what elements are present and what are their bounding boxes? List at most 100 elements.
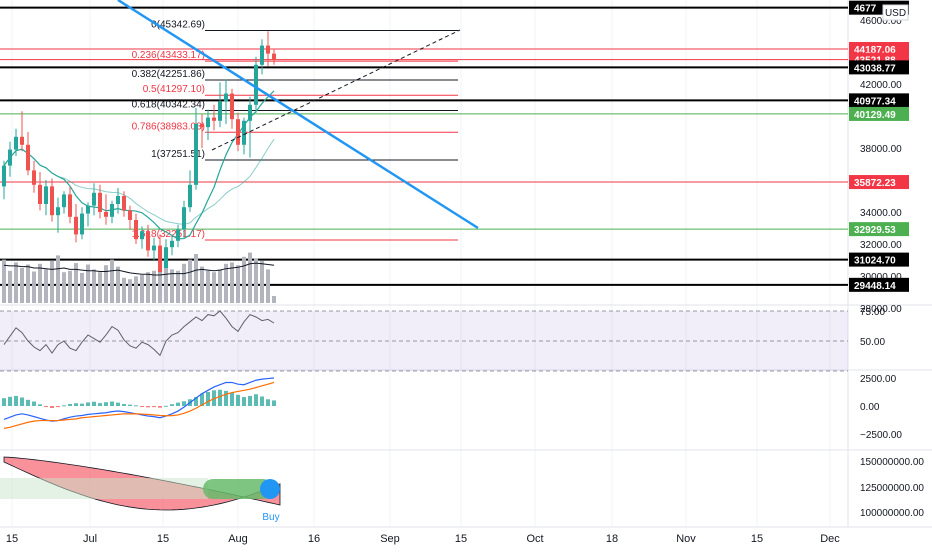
macd-signal-line bbox=[3, 381, 275, 429]
price-line-tag[interactable] bbox=[849, 252, 909, 267]
macd-histogram-bar bbox=[2, 398, 6, 406]
macd-histogram-bar bbox=[176, 402, 180, 406]
rsi-tick-label: 50.00 bbox=[860, 337, 885, 348]
descending-trendline[interactable] bbox=[117, 0, 479, 230]
volume-bar bbox=[62, 272, 66, 303]
oscillator-tick-label: 125000000.00 bbox=[860, 483, 924, 494]
price-line-tag[interactable] bbox=[849, 42, 909, 57]
candle-body bbox=[218, 101, 222, 121]
time-tick-label: 15 bbox=[751, 533, 763, 545]
price-line-tag[interactable] bbox=[849, 106, 909, 121]
oscillator-pill bbox=[203, 479, 273, 499]
macd-histogram-bar bbox=[242, 397, 246, 406]
macd-histogram-bar bbox=[182, 401, 186, 406]
buy-signal-marker[interactable] bbox=[260, 479, 280, 499]
fib-level-label: 0.236(43433.17) bbox=[132, 50, 205, 61]
macd-histogram-bar bbox=[32, 401, 36, 406]
price-tick-label: 46000.00 bbox=[860, 16, 902, 27]
time-tick-label: Nov bbox=[676, 533, 696, 545]
price-line-tag[interactable] bbox=[849, 277, 909, 292]
fib-level-label: 0.382(42251.86) bbox=[132, 69, 205, 80]
candle-body bbox=[74, 216, 78, 235]
panels-layer bbox=[0, 0, 932, 528]
macd-histogram-bar bbox=[146, 406, 150, 408]
fib-layer: 0(45342.69) 0.236(43433.17) 0.382(42251.86… bbox=[132, 20, 458, 241]
price-axis-layer[interactable]: 46000.00 42000.00 38000.00 34000.00 32000.00… bbox=[849, 0, 924, 519]
macd-histogram-bar bbox=[224, 390, 228, 406]
currency-badge[interactable] bbox=[882, 4, 909, 21]
volume-bar bbox=[230, 262, 234, 303]
macd-histogram-bar bbox=[236, 394, 240, 406]
price-line-tag-label: 40977.34 bbox=[854, 96, 896, 107]
fib-level-label: 1(37251.51) bbox=[151, 149, 205, 160]
candle-body bbox=[86, 205, 90, 214]
price-line-tag[interactable] bbox=[849, 175, 909, 190]
candle-body bbox=[20, 136, 24, 145]
candle-body bbox=[212, 117, 216, 121]
volume-bar bbox=[38, 263, 42, 303]
candle-body bbox=[8, 149, 12, 166]
volume-bar bbox=[182, 263, 186, 303]
volume-bar bbox=[140, 275, 144, 303]
volume-bar bbox=[134, 276, 138, 303]
price-line-tag-label: 35872.23 bbox=[854, 178, 896, 189]
price-line-tag[interactable] bbox=[849, 222, 909, 237]
oscillator-layer: Buy bbox=[0, 456, 281, 523]
macd-histogram-bar bbox=[134, 405, 138, 407]
candle-body bbox=[56, 207, 60, 216]
time-tick-label: 18 bbox=[606, 533, 618, 545]
macd-histogram-bar bbox=[272, 400, 276, 406]
macd-histogram-bar bbox=[140, 406, 144, 407]
price-line-tag-label: 4677 bbox=[854, 4, 877, 15]
candle-body bbox=[50, 186, 54, 216]
fib-level-label: 1.618(32251.17) bbox=[132, 229, 205, 240]
volume-bar bbox=[218, 269, 222, 303]
macd-histogram-bar bbox=[230, 392, 234, 406]
macd-histogram-bar bbox=[158, 406, 162, 408]
volume-bar bbox=[158, 272, 162, 303]
volume-bar bbox=[242, 256, 246, 303]
volume-bar bbox=[14, 262, 18, 303]
candle-body bbox=[68, 194, 72, 217]
volume-bar bbox=[2, 259, 6, 303]
buy-signal-label: Buy bbox=[262, 512, 279, 523]
time-axis-layer[interactable]: 15 Jul 15 Aug 16 Sep 15 Oct 18 Nov 15 Dec bbox=[6, 533, 840, 545]
price-line-tag-label: 44187.06 bbox=[854, 45, 896, 56]
macd-histogram-bar bbox=[152, 406, 156, 408]
volume-bar bbox=[266, 269, 270, 303]
candle-body bbox=[176, 229, 180, 241]
candle-body bbox=[206, 117, 210, 128]
candle-body bbox=[272, 53, 276, 60]
candle-body bbox=[170, 240, 174, 248]
ascending-trendline[interactable] bbox=[211, 29, 461, 151]
candle-body bbox=[2, 165, 6, 187]
macd-histogram-bar bbox=[50, 406, 54, 409]
candle-body bbox=[128, 210, 132, 220]
price-line-tag[interactable] bbox=[849, 60, 909, 75]
volume-bar bbox=[272, 296, 276, 303]
oscillator-band bbox=[0, 478, 208, 499]
volume-bar bbox=[116, 266, 120, 303]
macd-histogram-bar bbox=[254, 394, 258, 406]
macd-histogram-bar bbox=[266, 399, 270, 406]
macd-layer bbox=[2, 377, 276, 429]
volume-bar bbox=[110, 259, 114, 303]
time-tick-label: 15 bbox=[157, 533, 169, 545]
candle-body bbox=[32, 170, 36, 185]
macd-histogram-bar bbox=[44, 406, 48, 407]
candles-layer bbox=[2, 31, 276, 286]
macd-histogram-bar bbox=[62, 405, 66, 407]
candle-body bbox=[266, 45, 270, 54]
price-tick-label: 34000.00 bbox=[860, 208, 902, 219]
price-line-tag[interactable] bbox=[849, 93, 909, 108]
candle-body bbox=[146, 231, 150, 251]
macd-histogram-bar bbox=[80, 403, 84, 406]
macd-histogram-bar bbox=[56, 406, 60, 408]
volume-bar bbox=[122, 277, 126, 303]
candle-body bbox=[26, 144, 30, 171]
rsi-layer bbox=[0, 310, 848, 372]
macd-histogram-bar bbox=[200, 393, 204, 406]
macd-histogram-bar bbox=[26, 399, 30, 406]
